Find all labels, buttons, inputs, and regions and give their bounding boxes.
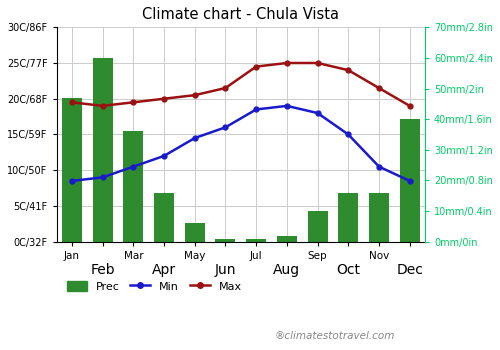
Bar: [246, 239, 266, 241]
Bar: [185, 223, 204, 242]
Bar: [369, 193, 389, 242]
Bar: [92, 58, 112, 241]
Bar: [277, 236, 297, 241]
Bar: [124, 131, 144, 242]
Bar: [338, 193, 358, 242]
Legend: Prec, Min, Max: Prec, Min, Max: [62, 276, 247, 296]
Title: Climate chart - Chula Vista: Climate chart - Chula Vista: [142, 7, 340, 22]
Bar: [62, 98, 82, 241]
Text: ®climatestotravel.com: ®climatestotravel.com: [275, 331, 396, 341]
Bar: [216, 239, 236, 241]
Bar: [308, 211, 328, 241]
Bar: [400, 119, 419, 242]
Bar: [154, 193, 174, 242]
